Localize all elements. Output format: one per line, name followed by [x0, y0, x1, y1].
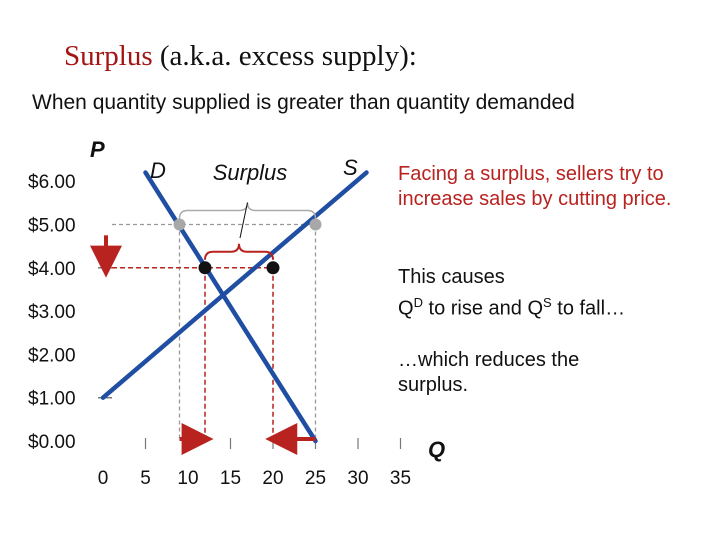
y-tick-label-1: $1.00 [28, 389, 76, 410]
surplus-pointer [239, 202, 248, 239]
note-qd-sup: D [413, 295, 423, 310]
y-tick-label-3: $3.00 [28, 302, 76, 323]
note-mid: to rise and [422, 297, 528, 320]
note-reduces-surplus: …which reduces the surplus. [398, 349, 580, 396]
title-rest: (a.k.a. excess supply): [152, 40, 417, 72]
surplus-point-black-0 [198, 261, 212, 275]
note-quantity-line1: This causes [398, 266, 505, 288]
note-qs-sup: S [543, 295, 552, 310]
x-axis-label: Q [428, 437, 445, 462]
y-tick-label-6: $6.00 [28, 172, 76, 193]
x-tick-label-2: 10 [177, 468, 198, 489]
curve-s [100, 170, 369, 400]
surplus-point-gray-1 [309, 218, 322, 231]
x-tick-label-5: 25 [305, 468, 326, 489]
y-tick-label-5: $5.00 [28, 216, 76, 237]
slide-title: Surplus (a.k.a. excess supply): [64, 40, 417, 73]
surplus-point-black-1 [266, 261, 280, 275]
title-surplus: Surplus [64, 40, 153, 72]
surplus-label: Surplus [213, 160, 288, 185]
note-end: to fall… [551, 297, 626, 320]
demand-label: D [150, 158, 166, 183]
slide-subtitle: When quantity supplied is greater than q… [32, 91, 575, 114]
note-qs-letter: Q [527, 297, 544, 320]
x-tick-label-7: 35 [390, 468, 411, 489]
surplus-point-gray-0 [173, 218, 186, 231]
curve-d [143, 170, 318, 444]
x-tick-label-3: 15 [220, 468, 241, 489]
note-quantity-change: This causes QD to rise and QS to fall… [398, 265, 625, 322]
x-tick-label-4: 20 [262, 468, 283, 489]
x-tick-label-1: 5 [140, 468, 151, 489]
y-axis-label: P [90, 137, 105, 162]
y-tick-label-4: $4.00 [28, 259, 76, 280]
note-price-cut: Facing a surplus, sellers try to increas… [398, 163, 672, 210]
y-tick-label-2: $2.00 [28, 345, 76, 366]
note-qd-letter: Q [398, 297, 414, 320]
x-tick-label-6: 30 [347, 468, 368, 489]
surplus-brace-red [204, 243, 274, 260]
x-tick-label-0: 0 [98, 468, 109, 489]
supply-label: S [343, 155, 358, 180]
y-tick-label-0: $0.00 [28, 432, 76, 453]
